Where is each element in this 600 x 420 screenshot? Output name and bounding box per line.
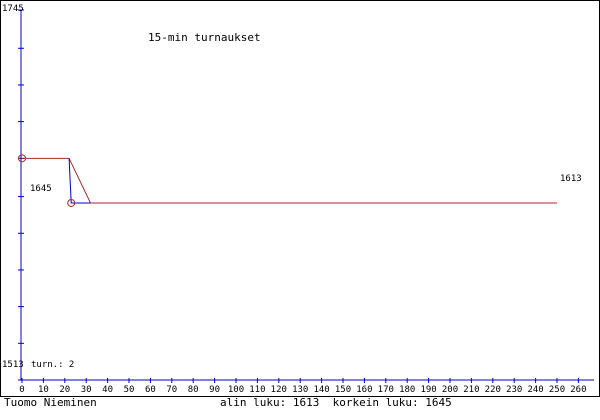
- x-tick-label: 130: [292, 385, 308, 395]
- x-tick-label: 170: [378, 385, 394, 395]
- x-tick-label: 90: [209, 385, 220, 395]
- y-bottom-label: 1513: [2, 360, 24, 370]
- x-tick-label: 150: [335, 385, 351, 395]
- x-tick-label: 40: [102, 385, 113, 395]
- data-point-marker: [18, 154, 26, 163]
- start-rating-label: 1645: [30, 184, 52, 194]
- x-tick-label: 110: [249, 385, 265, 395]
- x-tick-label: 240: [527, 385, 543, 395]
- x-tick-label: 80: [188, 385, 199, 395]
- x-tick-label: 220: [485, 385, 501, 395]
- x-tick-label: 50: [124, 385, 135, 395]
- x-tick-label: 180: [399, 385, 415, 395]
- x-tick-label: 190: [420, 385, 436, 395]
- chart-title: 15-min turnaukset: [148, 31, 261, 44]
- x-tick-label: 250: [549, 385, 565, 395]
- x-tick-label: 30: [81, 385, 92, 395]
- y-top-label: 1745: [2, 4, 24, 14]
- x-tick-label: 120: [271, 385, 287, 395]
- x-tick-label: 10: [38, 385, 49, 395]
- data-point-marker: [67, 198, 76, 207]
- x-tick-label: 260: [570, 385, 586, 395]
- x-tick-label: 230: [506, 385, 522, 395]
- x-tick-label: 70: [166, 385, 177, 395]
- x-tick-label: 20: [59, 385, 70, 395]
- end-rating-label: 1613: [560, 174, 582, 184]
- x-tick-label: 0: [19, 385, 24, 395]
- x-tick-label: 140: [313, 385, 329, 395]
- x-tick-label: 210: [463, 385, 479, 395]
- player-name: Tuomo Nieminen: [4, 396, 97, 409]
- x-tick-label: 200: [442, 385, 458, 395]
- series-line-1: [68, 158, 91, 204]
- series-line-0: [22, 157, 557, 204]
- x-tick-label: 100: [228, 385, 244, 395]
- x-tick-label: 60: [145, 385, 156, 395]
- rating-stats: alin luku: 1613 korkein luku: 1645: [220, 396, 452, 409]
- x-tick-label: 160: [356, 385, 372, 395]
- games-count-label: turn.: 2: [31, 360, 74, 370]
